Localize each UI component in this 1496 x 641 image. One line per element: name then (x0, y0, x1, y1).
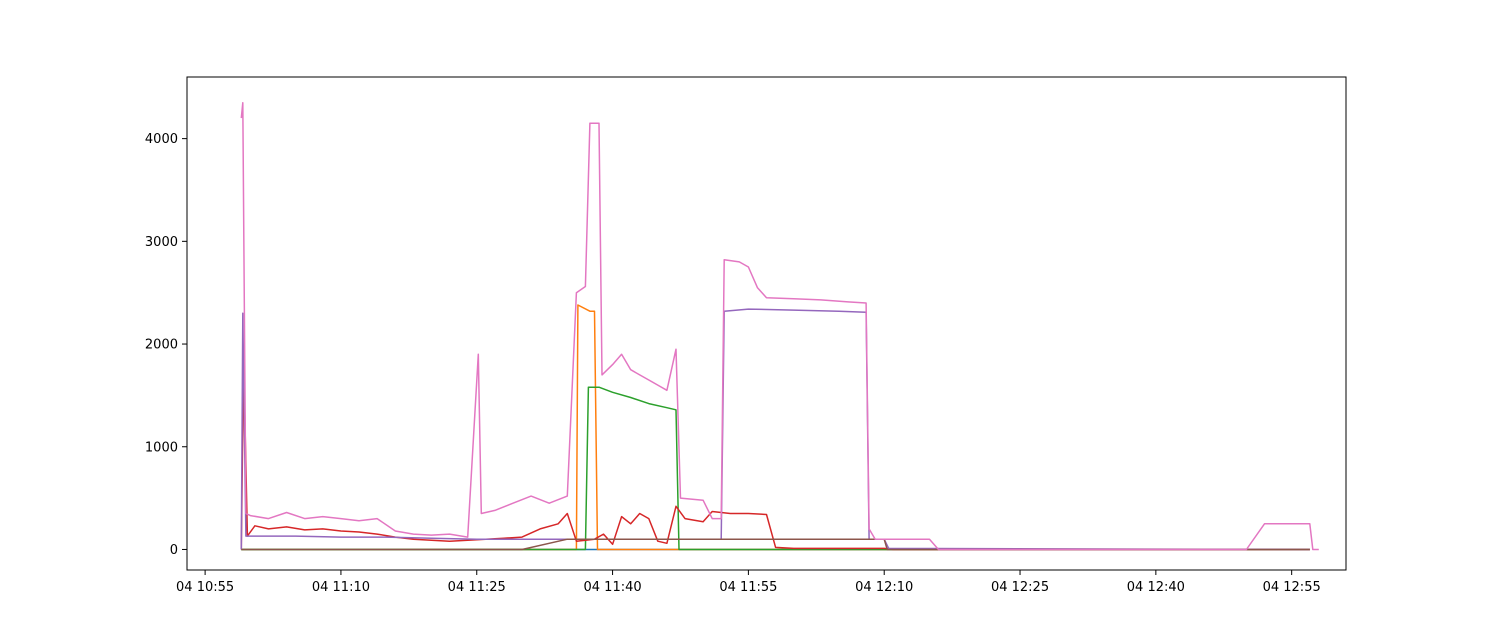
y-tick-label-3: 2000 (145, 338, 178, 353)
plot-frame (186, 76, 1347, 571)
y-axis: 0 1000 2000 3000 4000 (145, 132, 187, 558)
series-layer (240, 101, 1319, 551)
x-tick-label-7: 04 12:25 (991, 580, 1049, 595)
x-tick-label-9: 04 12:55 (1263, 580, 1321, 595)
x-tick-label-2: 04 11:10 (312, 580, 370, 595)
series-line-6 (241, 538, 1310, 551)
series-line-3 (241, 386, 1310, 551)
x-tick-label-5: 04 11:55 (719, 580, 777, 595)
x-tick-label-1: 04 10:55 (176, 580, 234, 595)
x-axis: 04 10:55 04 11:10 04 11:25 04 11:40 04 11:55… (176, 570, 1321, 595)
series-line-4 (240, 357, 1310, 551)
y-tick-label-1: 0 (170, 543, 178, 558)
x-tick-label-3: 04 11:25 (448, 580, 506, 595)
series-line-7 (240, 101, 1319, 551)
y-tick-label-2: 1000 (145, 440, 178, 455)
x-tick-label-8: 04 12:40 (1127, 580, 1185, 595)
x-tick-label-6: 04 12:10 (855, 580, 913, 595)
y-tick-label-4: 3000 (145, 235, 178, 250)
y-tick-label-5: 4000 (145, 132, 178, 147)
x-tick-label-4: 04 11:40 (584, 580, 642, 595)
